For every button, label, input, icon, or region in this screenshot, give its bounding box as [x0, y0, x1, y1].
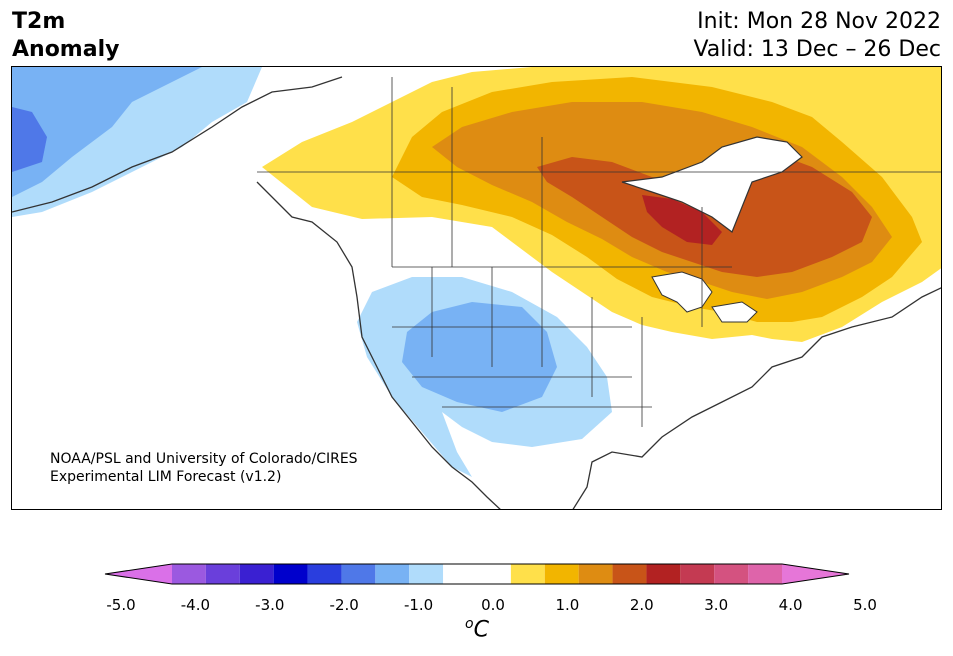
anomaly-map: NOAA/PSL and University of Colorado/CIRE…	[11, 66, 942, 510]
colorbar-bin-13	[646, 564, 681, 584]
colorbar-tick-label: 4.0	[778, 596, 803, 614]
colorbar-unit: oC	[465, 616, 489, 642]
colorbar-tick-label: 2.0	[629, 596, 654, 614]
colorbar-bar	[104, 563, 850, 585]
colorbar-bin-3	[273, 564, 308, 584]
political-borders	[257, 77, 941, 427]
init-date: Init: Mon 28 Nov 2022	[697, 9, 941, 34]
title-variable: T2m	[12, 9, 66, 34]
colorbar-extend-min	[105, 564, 172, 584]
coastline	[12, 76, 941, 509]
title-subtitle: Anomaly	[12, 37, 120, 62]
colorbar-bin-12	[612, 564, 647, 584]
colorbar-tick-label: -5.0	[106, 596, 136, 614]
colorbar-bin-14	[680, 564, 715, 584]
colorbar-bin-9	[510, 564, 545, 584]
colorbar-tick-label: -1.0	[403, 596, 434, 614]
colorbar-tick-label: -2.0	[329, 596, 359, 614]
unit-degree-sup: o	[465, 616, 474, 632]
map-canvas	[12, 67, 941, 509]
colorbar-extend-max	[782, 564, 849, 584]
colorbar-outline	[104, 563, 850, 585]
colorbar-tick-label: 0.0	[481, 596, 505, 614]
colorbar-bin-5	[341, 564, 376, 584]
cold-region-alaska-core	[12, 107, 47, 172]
colorbar: -5.0 -4.0 -3.0 -2.0 -1.0 0.0 1.0 2.0 3.0 4.0 5.0 o…	[104, 556, 877, 646]
colorbar-tick-label: 3.0	[704, 596, 729, 614]
forecast-credit: NOAA/PSL and University of Colorado/CIRE…	[50, 450, 358, 486]
colorbar-bin-15	[714, 564, 749, 584]
colorbar-bin-0	[172, 564, 206, 584]
colorbar-bin-7	[409, 564, 444, 584]
colorbar-bin-1	[205, 564, 240, 584]
credit-line-1: NOAA/PSL and University of Colorado/CIRE…	[50, 451, 358, 467]
colorbar-tick-label: -4.0	[180, 596, 211, 614]
colorbar-bin-11	[578, 564, 613, 584]
colorbar-bin-16	[748, 564, 782, 584]
colorbar-tick-label: 5.0	[853, 596, 877, 614]
colorbar-bin-8	[443, 564, 511, 584]
cold-region-alaska-mid	[12, 67, 202, 197]
colorbar-tick-label: -3.0	[255, 596, 285, 614]
map-title: T2m Anomaly	[12, 8, 119, 64]
forecast-dates: Init: Mon 28 Nov 2022 Valid: 13 Dec – 26…	[693, 8, 941, 64]
colorbar-bin-2	[239, 564, 274, 584]
credit-line-2: Experimental LIM Forecast (v1.2)	[50, 469, 282, 485]
colorbar-bin-6	[375, 564, 410, 584]
valid-date: Valid: 13 Dec – 26 Dec	[693, 37, 941, 62]
unit-letter: C	[473, 617, 489, 643]
cold-region-southwest-mid	[402, 302, 557, 412]
colorbar-bin-4	[307, 564, 342, 584]
colorbar-bin-10	[544, 564, 579, 584]
colorbar-tick-label: 1.0	[555, 596, 580, 614]
